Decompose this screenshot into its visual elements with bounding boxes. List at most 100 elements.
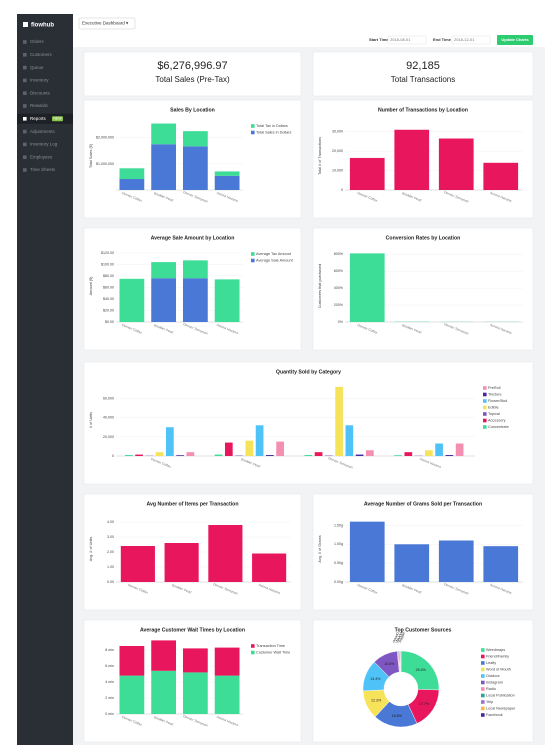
bar: [119, 168, 145, 180]
menu-icon: [23, 78, 27, 83]
y-tick-label: 2.00: [107, 550, 114, 554]
y-tick-label: 200%: [334, 303, 344, 307]
x-tick-label: Denver Colfax: [121, 715, 143, 727]
menu-item[interactable]: Employees: [30, 154, 53, 159]
start-value[interactable]: 2018-08-01: [390, 37, 411, 42]
bar: [394, 455, 402, 456]
bar: [151, 278, 177, 322]
bar: [349, 253, 385, 322]
y-axis-label: Total Sales ($): [89, 143, 93, 168]
badge-label: NEW: [53, 117, 62, 121]
legend-swatch: [251, 130, 255, 135]
legend-swatch: [483, 425, 487, 429]
legend-swatch: [483, 392, 487, 397]
y-tick-label: $0.00: [105, 320, 114, 324]
menu-item[interactable]: Reports: [30, 116, 47, 121]
menu-icon: [23, 129, 27, 134]
legend-label: Customer Wait Time: [256, 651, 290, 655]
legend-swatch: [483, 412, 487, 416]
bar: [186, 452, 195, 456]
slice-label: 18.8%: [392, 714, 403, 718]
end-input[interactable]: [451, 35, 491, 45]
menu-item[interactable]: Rewards: [30, 103, 49, 108]
card: [312, 227, 534, 351]
legend-label: Flower/Bud: [488, 399, 507, 403]
dashboard-select[interactable]: [78, 17, 136, 30]
kpi-value: 92,185: [406, 60, 440, 72]
bar: [151, 670, 177, 714]
bar: [455, 443, 464, 456]
y-tick-label: 600%: [334, 269, 344, 273]
menu-item[interactable]: Orders: [30, 39, 45, 44]
y-tick-label: 1.50g: [334, 523, 343, 527]
end-value[interactable]: 2018-12-01: [454, 37, 475, 42]
bar: [151, 144, 177, 190]
bar: [214, 175, 240, 190]
y-tick-label: $2,000,000: [96, 136, 114, 140]
update-button[interactable]: [497, 35, 533, 45]
bar: [276, 441, 284, 456]
bar: [424, 450, 433, 456]
bar: [214, 675, 240, 714]
menu-item[interactable]: Adjustments: [30, 129, 56, 134]
menu-item[interactable]: Inventory: [30, 78, 49, 83]
y-tick-label: 0.00: [107, 580, 114, 584]
y-tick-label: 4.00: [107, 520, 114, 524]
slice-label: 12.3%: [371, 699, 382, 703]
legend-label: Word of Mouth: [486, 668, 511, 672]
menu-item[interactable]: Discounts: [30, 90, 51, 95]
menu-item[interactable]: Queue: [30, 65, 44, 70]
y-tick-label: 3.00: [107, 535, 114, 539]
y-tick-label: 0: [112, 454, 114, 458]
slice-label: 25.4%: [416, 668, 427, 672]
bar: [182, 672, 208, 714]
chart-title: Conversion Rates by Location: [386, 235, 461, 241]
bar: [435, 443, 443, 456]
x-tick-label: Boulder Pearl: [153, 323, 174, 334]
y-tick-label: 8 min: [105, 648, 114, 652]
y-tick-label: 0 min: [105, 712, 114, 716]
y-axis-label: Avg. # of Units: [89, 537, 93, 562]
y-tick-label: 0%: [338, 320, 344, 324]
chart-title: Average Customer Wait Times by Location: [140, 627, 245, 633]
menu-icon: [23, 168, 27, 172]
menu-item[interactable]: Customers: [30, 52, 53, 57]
x-tick-label: Boulder Pearl: [171, 583, 192, 594]
legend-label: Concentrate: [488, 425, 509, 429]
legend-label: Yelp: [486, 700, 493, 704]
bar: [366, 450, 374, 456]
x-tick-label: Boulder Pearl: [153, 715, 174, 726]
menu-icon: [23, 40, 27, 44]
y-tick-label: 1.00g: [334, 542, 343, 546]
menu-item[interactable]: Time Sheets: [30, 167, 56, 172]
y-tick-label: 60,000: [103, 396, 114, 400]
menu-active: [17, 113, 73, 124]
kpi-label: Total Sales (Pre-Tax): [155, 75, 230, 84]
menu-item[interactable]: Inventory Log: [30, 142, 58, 147]
bar: [155, 452, 164, 456]
chart-title: Average Sale Amount by Location: [151, 235, 235, 241]
badge: [52, 116, 63, 122]
legend-label: Tincture: [488, 393, 502, 397]
bar: [119, 646, 145, 676]
legend-swatch: [481, 674, 485, 678]
bar: [483, 162, 519, 190]
legend-label: Weedmaps: [486, 648, 505, 652]
menu-icon: [23, 104, 27, 108]
legend-label: PreRoll: [488, 386, 501, 390]
start-input[interactable]: [387, 35, 427, 45]
y-axis-label: Total # of Transactions: [318, 137, 322, 175]
legend-swatch: [483, 418, 487, 423]
y-tick-label: 30,000: [332, 130, 343, 134]
x-tick-label: Denver Colfax: [127, 583, 149, 595]
end-label: End Time: [433, 37, 452, 42]
y-tick-label: $20.00: [103, 308, 114, 312]
bar: [164, 543, 199, 582]
dashboard-select-label[interactable]: Executive Dashboard ▾: [82, 21, 129, 26]
menu-icon: [23, 155, 27, 159]
bar: [304, 455, 313, 456]
update-button-label[interactable]: Update Charts: [501, 37, 529, 42]
x-tick-label: Denver Colfax: [121, 191, 143, 203]
x-tick-label: Boulder Pearl: [153, 191, 174, 202]
